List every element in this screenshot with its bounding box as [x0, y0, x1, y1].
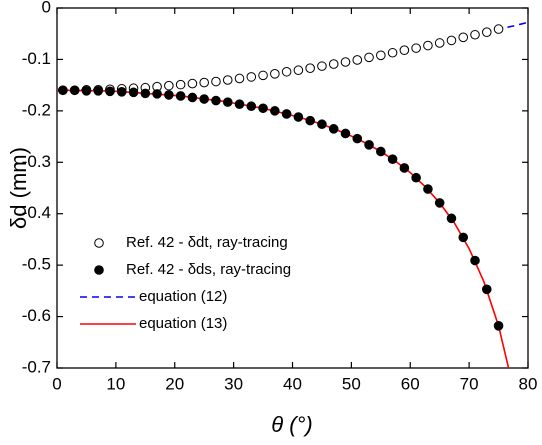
- data-point: [199, 77, 209, 88]
- data-point: [58, 85, 68, 96]
- y-tick-label: -0.4: [22, 203, 51, 222]
- data-point: [93, 86, 104, 96]
- x-tick-label: 10: [106, 374, 125, 393]
- data-point: [116, 87, 127, 97]
- plot-area: [57, 21, 528, 368]
- y-tick-label: -0.7: [22, 357, 51, 376]
- data-point: [328, 59, 339, 69]
- data-point: [234, 99, 245, 109]
- y-axis-title: δd (mm): [6, 147, 31, 229]
- data-point: [411, 43, 421, 53]
- data-point: [258, 103, 268, 114]
- data-point: [493, 24, 504, 34]
- data-point: [69, 85, 80, 96]
- x-tick-label: 0: [52, 374, 61, 393]
- legend-label: equation (12): [139, 288, 227, 305]
- data-point: [493, 321, 504, 331]
- data-point: [458, 232, 469, 243]
- data-point: [305, 63, 315, 73]
- data-point: [434, 198, 445, 208]
- data-point: [399, 163, 410, 173]
- x-tick-label: 30: [224, 374, 243, 393]
- x-tick-label: 20: [165, 374, 184, 393]
- data-point: [340, 128, 351, 139]
- data-point: [399, 45, 410, 55]
- data-point: [387, 47, 398, 58]
- x-tick-label: 50: [342, 374, 361, 393]
- data-point: [211, 76, 221, 87]
- data-point: [105, 86, 115, 97]
- data-point: [199, 94, 209, 104]
- x-axis-title: θ (°): [271, 412, 313, 437]
- data-point: [470, 255, 480, 266]
- data-point: [246, 101, 257, 112]
- data-point: [317, 61, 327, 71]
- data-point: [281, 66, 292, 77]
- legend-label: Ref. 42 - δdt, ray-tracing: [126, 234, 288, 251]
- data-point: [164, 90, 174, 100]
- data-point: [164, 80, 174, 91]
- data-point: [376, 50, 386, 61]
- plot-frame: [56, 7, 529, 369]
- x-tick-label: 40: [283, 374, 302, 393]
- data-point: [317, 119, 327, 130]
- legend-marker: [94, 265, 104, 275]
- data-point: [270, 69, 280, 79]
- data-point: [187, 78, 198, 89]
- data-point: [293, 65, 304, 76]
- y-tick-label: 0: [42, 0, 51, 16]
- data-point: [458, 32, 469, 43]
- data-point: [481, 284, 492, 295]
- data-point: [352, 55, 363, 65]
- data-point: [446, 213, 457, 224]
- data-point: [470, 29, 480, 40]
- y-tick-label: -0.5: [22, 255, 51, 274]
- legend-label: Ref. 42 - δds, ray-tracing: [126, 261, 291, 278]
- data-point: [293, 112, 304, 122]
- data-point: [258, 70, 268, 81]
- legend-marker: [94, 238, 104, 248]
- data-point: [140, 88, 151, 99]
- x-tick-label: 80: [519, 374, 538, 393]
- data-point: [187, 92, 198, 103]
- data-point: [387, 154, 398, 164]
- y-tick-label: -0.6: [22, 306, 51, 325]
- data-point: [434, 38, 445, 48]
- data-point: [211, 95, 221, 106]
- y-tick-label: -0.3: [22, 152, 51, 171]
- data-point: [423, 184, 433, 194]
- x-tick-label: 70: [460, 374, 479, 393]
- data-point: [222, 75, 233, 85]
- data-point: [152, 89, 162, 99]
- x-tick-label: 60: [401, 374, 420, 393]
- y-tick-label: -0.2: [22, 100, 51, 119]
- data-point: [364, 52, 374, 63]
- data-point: [481, 27, 492, 37]
- legend-label: equation (13): [139, 315, 227, 332]
- data-point: [81, 86, 92, 96]
- data-point: [305, 115, 315, 126]
- data-point: [423, 40, 433, 51]
- data-point: [281, 109, 292, 119]
- data-point: [270, 106, 280, 116]
- data-point: [246, 72, 257, 82]
- data-point: [128, 87, 139, 98]
- data-point: [446, 35, 457, 46]
- data-point: [328, 124, 339, 134]
- data-point: [411, 172, 421, 183]
- data-point: [376, 146, 386, 157]
- data-point: [234, 73, 245, 84]
- data-line: [57, 21, 528, 92]
- y-tick-label: -0.1: [22, 49, 51, 68]
- data-point: [175, 91, 186, 101]
- data-point: [364, 140, 374, 150]
- data-point: [222, 97, 233, 107]
- data-point: [340, 57, 351, 67]
- data-point: [175, 79, 186, 90]
- data-point: [352, 133, 363, 144]
